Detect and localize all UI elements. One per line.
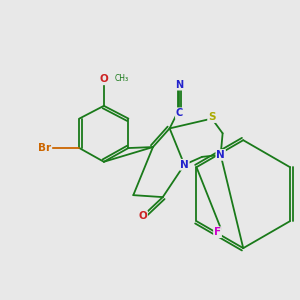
Text: CH₃: CH₃: [115, 74, 129, 83]
Text: F: F: [214, 227, 221, 237]
Text: C: C: [176, 108, 183, 118]
Text: N: N: [176, 80, 184, 90]
Text: S: S: [208, 112, 216, 122]
Text: N: N: [180, 160, 189, 170]
Text: O: O: [138, 211, 147, 221]
Text: N: N: [216, 150, 225, 160]
Text: O: O: [100, 74, 108, 84]
Text: Br: Br: [38, 143, 51, 153]
